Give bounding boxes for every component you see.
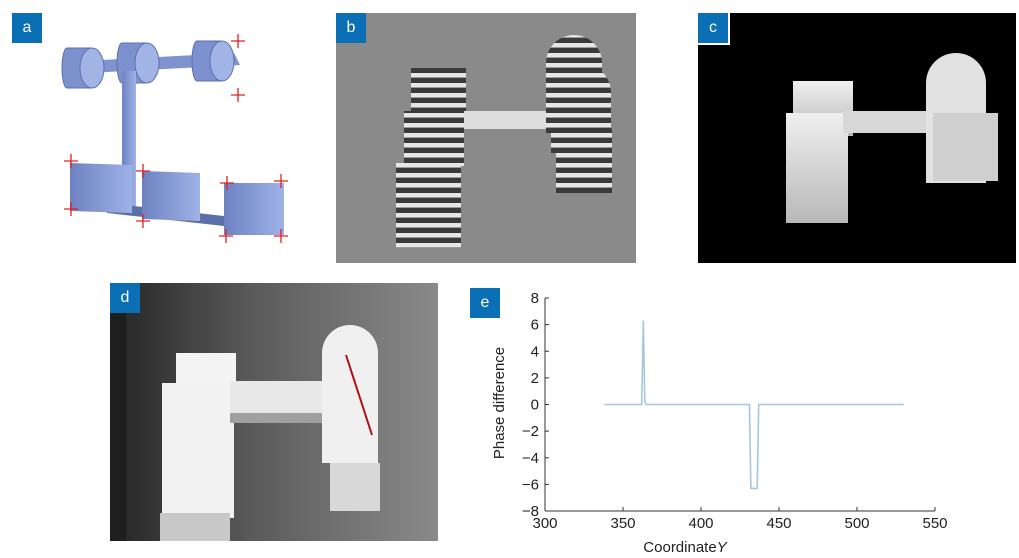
measurement-line [345,354,373,436]
x-tick-label: 450 [766,515,791,532]
x-tick-label: 500 [844,515,869,532]
y-tick-label: 0 [531,397,539,414]
y-tick-label: 8 [531,290,539,307]
unwrapped-phase-image [698,13,1016,263]
panel-d: d [110,283,438,541]
wrapped-phase-image [336,13,636,263]
y-tick-label: −8 [522,503,539,520]
y-tick-label: 2 [531,370,539,387]
panel-c: c [698,13,1016,263]
x-axis-label: CoordinateY [643,539,727,553]
x-tick-label: 300 [532,515,557,532]
panel-e: e Phase difference CoordinateY 300 350 400… [470,288,1019,556]
y-tick-label: 4 [531,343,539,360]
x-tick-label: 400 [688,515,713,532]
panel-a-label: a [12,13,42,43]
y-tick-label: 6 [531,317,539,334]
x-tick-label: 350 [610,515,635,532]
panel-b: b [336,13,636,263]
x-tick-label: 550 [922,515,947,532]
panel-d-label: d [110,283,140,313]
cad-model-image [61,34,288,243]
panel-b-label: b [336,13,366,43]
y-tick-label: −6 [522,476,539,493]
marker-crosses [64,34,288,243]
series-line [604,320,904,490]
y-tick-label: −4 [522,450,539,467]
measurement-image [110,283,438,541]
y-tick-label: −2 [522,423,539,440]
phase-difference-chart: Phase difference CoordinateY 300 350 400 45… [491,290,948,556]
panel-c-label: c [698,13,728,43]
panel-a: a [12,13,312,263]
y-axis-label: Phase difference [491,347,508,459]
panel-e-label: e [470,288,500,318]
